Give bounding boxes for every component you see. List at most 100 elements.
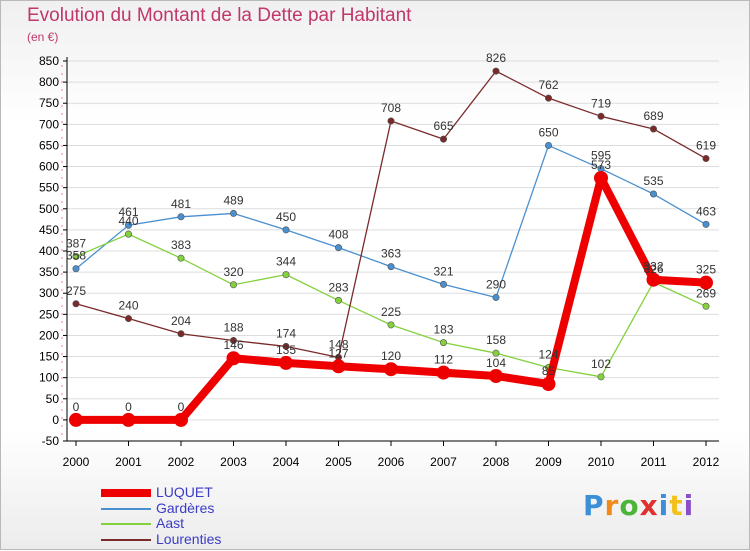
series-line-garderes (75, 144, 707, 299)
y-tick-label: 300 (39, 286, 59, 300)
data-point-luquet (541, 377, 556, 391)
data-point-luquet (436, 365, 451, 380)
y-tick-label: 600 (39, 160, 59, 174)
y-tick-labels: -50 0 50 100 150 200 250 300 350 400 450 500 550 600 6… (39, 54, 59, 448)
data-point-aast (282, 271, 290, 279)
data-point-aast (72, 252, 80, 260)
data-point-lourenties (544, 94, 552, 102)
data-label: 124 (538, 348, 558, 362)
data-label: 320 (223, 265, 243, 279)
x-tick-label: 2005 (325, 455, 352, 469)
data-label: 358 (66, 249, 86, 263)
data-point-garderes (649, 190, 657, 198)
data-label: 0 (73, 400, 80, 414)
data-label: 135 (276, 343, 296, 357)
data-point-aast (334, 296, 342, 304)
chart-title: Evolution du Montant de la Dette par Hab… (27, 5, 412, 26)
data-point-luquet (226, 351, 241, 366)
data-point-lourenties (649, 125, 657, 133)
data-point-garderes (492, 293, 500, 301)
data-label: 188 (223, 321, 243, 335)
data-label: 112 (434, 353, 453, 367)
data-point-garderes (72, 265, 80, 273)
data-point-aast (439, 339, 447, 347)
data-label: 440 (118, 214, 138, 228)
x-tick-label: 2002 (168, 455, 195, 469)
data-label: 619 (696, 139, 716, 153)
logo-letter: t (669, 489, 684, 522)
legend-swatch (101, 489, 151, 497)
data-point-lourenties (177, 330, 185, 338)
logo-letter: i (658, 489, 670, 522)
logo-letter: i (683, 489, 695, 522)
data-label: 450 (276, 210, 296, 224)
data-point-garderes (177, 213, 185, 221)
data-point-aast (597, 373, 605, 381)
logo-letter: r (604, 489, 620, 522)
legend-label: Gardères (156, 499, 215, 516)
data-point-aast (702, 302, 710, 310)
data-point-luquet (489, 368, 503, 383)
data-label: 85 (542, 364, 556, 378)
data-label: 535 (643, 174, 663, 188)
legend-swatch (101, 523, 151, 525)
data-point-garderes (282, 226, 290, 234)
y-tick-label: 650 (39, 138, 59, 152)
data-point-aast (230, 281, 238, 289)
data-label: 332 (643, 260, 663, 274)
data-label: 708 (381, 101, 401, 115)
data-label: 0 (178, 400, 185, 414)
x-tick-label: 2000 (63, 455, 90, 469)
logo-letter: P (583, 489, 605, 522)
x-tick-label: 2001 (115, 455, 142, 469)
data-label: 762 (538, 78, 558, 92)
data-label: 826 (486, 51, 506, 65)
data-point-luquet (331, 359, 346, 374)
data-label: 240 (118, 299, 138, 313)
data-point-luquet (384, 362, 398, 377)
data-label: 283 (328, 280, 348, 294)
x-tick-label: 2004 (273, 455, 300, 469)
data-point-lourenties (125, 315, 133, 323)
data-label: 174 (276, 326, 296, 340)
data-point-luquet (174, 412, 188, 427)
data-label: 481 (171, 197, 191, 211)
x-tick-label: 2012 (693, 455, 720, 469)
data-label: 489 (223, 193, 243, 207)
legend-swatch (101, 507, 151, 510)
data-point-lourenties (230, 337, 238, 345)
y-tick-label: 800 (39, 75, 59, 89)
chart-subtitle: (en €) (27, 30, 59, 44)
data-label: 461 (118, 205, 138, 219)
data-point-garderes (125, 221, 133, 229)
data-label: 326 (643, 262, 663, 276)
data-point-luquet (279, 355, 293, 370)
data-label: 146 (223, 338, 243, 352)
y-tick-label: 50 (46, 392, 60, 406)
data-point-luquet (699, 275, 713, 290)
data-label: 269 (696, 286, 716, 300)
data-label: 158 (486, 333, 506, 347)
legend-label: Aast (156, 515, 185, 531)
data-label: 290 (486, 277, 506, 291)
data-label: 325 (696, 263, 716, 277)
data-point-aast (492, 349, 500, 357)
data-label: 463 (696, 204, 716, 218)
grid-lines (67, 60, 719, 442)
data-labels: 0 0 0 146 135 127 120 112 104 85 573 332 325 358 461 48… (66, 51, 716, 414)
y-tick-label: 400 (39, 244, 59, 258)
data-label: 321 (433, 264, 453, 278)
y-tick-label: 100 (39, 371, 59, 385)
legend-label: LUQUET (156, 484, 213, 500)
legend-label: Lourenties (156, 530, 222, 547)
y-tick-label: 500 (39, 202, 59, 216)
data-label: 595 (591, 149, 611, 163)
data-label: 363 (381, 247, 401, 261)
data-label: 127 (328, 346, 348, 360)
logo-letter: o (619, 489, 640, 522)
data-label: 689 (643, 109, 663, 123)
y-tick-label: 550 (39, 181, 59, 195)
axes (61, 57, 719, 446)
